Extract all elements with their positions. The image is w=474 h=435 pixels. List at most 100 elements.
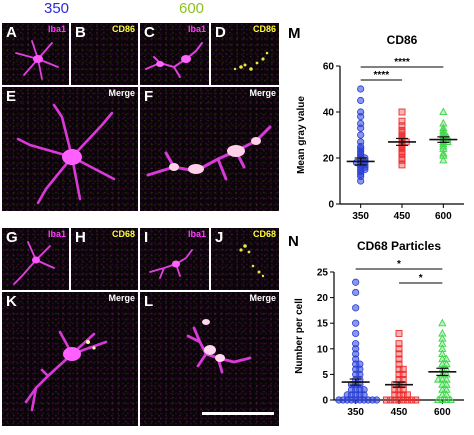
data-point	[439, 155, 448, 164]
panel-letter: I	[144, 229, 149, 246]
data-point	[439, 141, 448, 150]
data-point	[438, 344, 447, 352]
panel-a: A Iba1	[2, 23, 69, 85]
data-point	[352, 304, 360, 312]
stain-label: Iba1	[187, 229, 206, 239]
chart-m-svg: M CD86 Mean gray value 0 20 40 60 350 450 600 ****…	[288, 25, 464, 222]
data-point	[442, 359, 451, 368]
panel-b: B CD86	[71, 23, 138, 85]
data-point	[438, 339, 447, 347]
data-point	[356, 360, 364, 368]
data-point	[395, 350, 403, 358]
x-tick-label: 600	[434, 407, 451, 418]
data-point	[439, 107, 448, 116]
data-point	[439, 148, 448, 157]
stain-label: Merge	[249, 293, 276, 303]
stain-label: CD86	[252, 24, 276, 34]
merge-image-l	[186, 319, 252, 374]
chart-title: CD86	[387, 33, 418, 47]
merge-image-e	[16, 103, 116, 205]
data-point	[398, 126, 406, 134]
microglia-image-a	[15, 40, 59, 80]
chart-panel-letter: N	[288, 233, 299, 250]
y-tick-label: 25	[317, 268, 329, 279]
data-point	[403, 391, 411, 399]
panel-j: J CD68	[211, 228, 279, 290]
data-point	[395, 345, 403, 353]
data-point	[439, 128, 448, 136]
microglia-image-g	[13, 241, 55, 285]
panel-letter: D	[215, 24, 226, 41]
data-point	[357, 96, 365, 105]
data-point	[439, 151, 448, 159]
data-point	[352, 288, 360, 297]
y-tick-label: 10	[317, 344, 329, 355]
data-point	[398, 161, 406, 169]
cd68-signal-j	[239, 244, 265, 278]
data-point	[373, 396, 381, 404]
stain-label: Iba1	[47, 229, 66, 239]
panel-d: D CD86	[211, 23, 279, 85]
panel-l: L Merge	[140, 292, 279, 426]
x-tick-label: 450	[391, 407, 408, 418]
data-point	[398, 154, 406, 162]
y-axis-label: Number per cell	[294, 298, 305, 374]
y-tick-label: 20	[323, 154, 335, 165]
cd86-signal-d	[233, 51, 269, 71]
x-tick-label: 350	[347, 407, 364, 418]
data-point	[438, 318, 447, 327]
panel-k: K Merge	[2, 292, 138, 426]
header-600: 600	[179, 0, 205, 17]
data-point	[387, 396, 395, 404]
data-point	[343, 391, 351, 399]
stain-label: Merge	[249, 88, 276, 98]
data-point	[391, 391, 399, 399]
chart-m: M CD86 Mean gray value 0 20 40 60 350 450 600 ****…	[282, 20, 474, 230]
stain-label: Merge	[108, 293, 135, 303]
y-tick-label: 40	[323, 108, 335, 119]
scale-bar	[202, 412, 274, 415]
panel-e: E Merge	[2, 87, 138, 211]
data-point	[438, 349, 447, 357]
data-point	[442, 385, 451, 393]
stain-label: CD68	[111, 229, 135, 239]
data-point	[399, 370, 407, 378]
data-point	[352, 319, 360, 327]
data-point	[395, 370, 403, 378]
data-point	[357, 119, 365, 128]
data-point	[438, 328, 447, 337]
chart-n-svg: N CD68 Particles Number per cell 0 5 10 15 20 25…	[288, 233, 464, 418]
panel-h: H CD68	[71, 228, 138, 290]
data-point	[433, 395, 443, 404]
stain-label: CD68	[252, 229, 276, 239]
x-tick-label: 600	[435, 211, 452, 222]
merge-image-f	[146, 125, 272, 181]
data-point	[382, 396, 390, 404]
panel-letter: H	[75, 229, 86, 246]
panel-letter: E	[6, 88, 17, 105]
panel-letter: B	[75, 24, 86, 41]
data-point	[433, 374, 443, 383]
x-tick-label: 350	[352, 211, 369, 222]
data-point	[395, 396, 403, 404]
data-point	[395, 360, 403, 368]
y-tick-label: 15	[317, 319, 329, 330]
panel-letter: L	[144, 293, 154, 310]
panel-letter: F	[144, 88, 154, 105]
stain-label: Iba1	[47, 24, 66, 34]
stain-label: CD86	[111, 24, 135, 34]
y-axis-label: Mean gray value	[296, 96, 307, 174]
data-point	[399, 391, 407, 399]
y-tick-label: 20	[317, 293, 329, 304]
data-point	[442, 380, 451, 388]
data-point	[399, 365, 407, 373]
data-point	[395, 355, 403, 363]
significance-label: ****	[394, 57, 410, 68]
merge-image-k	[24, 330, 108, 412]
data-point	[357, 138, 365, 146]
data-point	[395, 340, 403, 348]
data-point	[439, 125, 448, 134]
panel-letter: G	[6, 229, 18, 246]
chart-panel-letter: M	[288, 25, 301, 42]
data-point	[412, 396, 420, 404]
